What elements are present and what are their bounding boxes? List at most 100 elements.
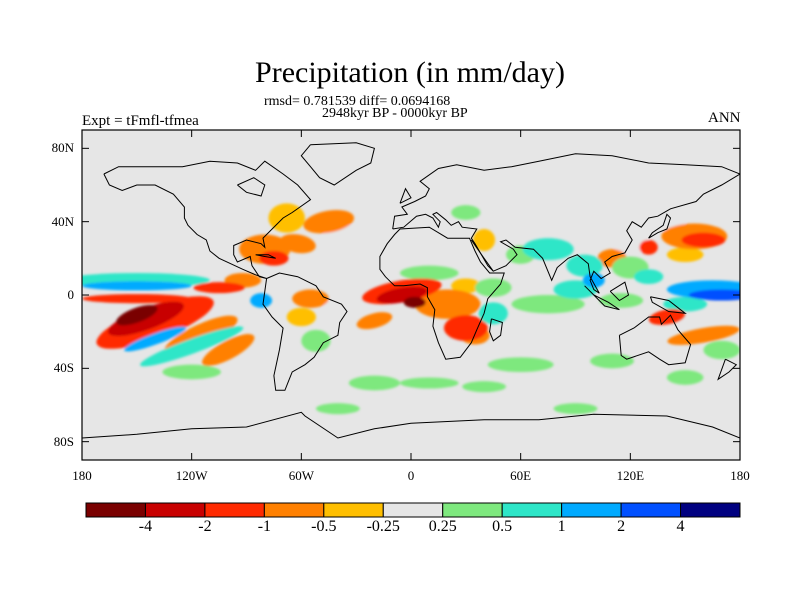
anomaly-patch — [162, 364, 221, 380]
colorbar-swatch — [323, 502, 384, 518]
anomaly-patch — [315, 403, 360, 415]
anomaly-patch — [82, 214, 119, 237]
x-tick-label: 180 — [730, 468, 750, 483]
anomaly-patch — [220, 168, 273, 184]
anomaly-patch — [140, 326, 244, 367]
anomaly-patch — [474, 278, 512, 297]
colorbar-swatch — [501, 502, 563, 518]
x-tick-label: 120E — [616, 468, 645, 483]
anomaly-patch — [202, 334, 255, 366]
anomaly-patch — [593, 168, 631, 184]
anomaly-patch — [666, 370, 704, 385]
chart-title: Precipitation (in mm/day) — [255, 56, 565, 89]
colorbar-swatch — [620, 502, 682, 518]
anomaly-patch — [82, 281, 192, 291]
anomaly-patch — [522, 238, 574, 261]
subtitle-stats: rmsd= 0.781539 diff= 0.0694168 — [264, 94, 451, 109]
colorbar-swatch — [263, 502, 325, 518]
anomaly-patch — [648, 309, 685, 325]
anomaly-patch — [356, 312, 393, 330]
subtitle-period: 2948kyr BP - 0000kyr BP — [322, 106, 468, 121]
coastline — [399, 187, 412, 204]
anomaly-patch — [566, 254, 603, 277]
anomaly-patch — [663, 296, 708, 312]
y-tick-label: 80N — [51, 140, 74, 156]
coastline — [255, 254, 276, 259]
anomaly-patch — [348, 375, 401, 391]
colorbar-label: 0.25 — [428, 518, 457, 535]
coastline — [648, 213, 672, 239]
coastline — [489, 318, 503, 342]
anomaly-patch — [443, 315, 488, 341]
colorbar-label: -0.5 — [311, 518, 337, 535]
coastline — [82, 411, 740, 439]
colorbar-label: 1 — [557, 518, 566, 535]
colorbar-swatch — [382, 502, 444, 518]
anomaly-patch — [667, 325, 740, 345]
coastline — [237, 177, 266, 197]
anomaly-patch — [553, 403, 598, 415]
anomaly-patch — [451, 205, 481, 220]
colorbar-label: 0.5 — [492, 518, 513, 535]
colorbar-label: -2 — [198, 518, 212, 535]
colorbar-label: -4 — [138, 518, 153, 535]
anomaly-patch — [124, 326, 187, 352]
anomaly-patch — [520, 212, 558, 231]
coastline — [392, 153, 740, 294]
x-tick-label: 0 — [407, 468, 415, 483]
anomaly-patch — [250, 293, 273, 308]
x-tick-label: 60E — [510, 468, 532, 483]
anomaly-patch — [478, 302, 508, 325]
anomaly-patch — [292, 289, 329, 308]
anomaly-patch — [334, 152, 379, 174]
colorbar-swatch — [561, 502, 622, 518]
coastline — [584, 285, 620, 311]
colorbar-label: 4 — [676, 518, 685, 535]
anomaly-patch — [321, 225, 373, 255]
anomaly-patch — [681, 232, 726, 248]
y-tick-label: 0 — [67, 287, 75, 302]
anomaly-patch — [286, 307, 316, 327]
x-tick-label: 120W — [175, 468, 208, 483]
x-tick-label: 180 — [72, 468, 92, 483]
anomaly-patch — [582, 273, 605, 288]
colorbar-swatch — [85, 502, 146, 518]
anomaly-patch — [599, 293, 644, 308]
coastline — [379, 226, 505, 360]
coastline — [470, 239, 494, 272]
anomaly-patch — [400, 265, 459, 281]
anomaly-patch — [323, 298, 353, 321]
experiment-label: Expt = tFmfl-tfmea — [82, 113, 199, 129]
anomaly-patch — [474, 163, 512, 178]
anomaly-patch — [82, 294, 192, 304]
anomaly-patch — [193, 282, 245, 294]
anomaly-patch — [612, 225, 649, 255]
anomaly-patch — [414, 289, 481, 319]
anomaly-patch — [633, 269, 664, 284]
coastline — [609, 281, 630, 302]
anomaly-patch — [116, 304, 158, 326]
anomaly-patch — [473, 229, 496, 251]
coastline — [717, 358, 738, 381]
colorbar-swatch — [204, 502, 265, 518]
anomaly-patch — [639, 240, 658, 255]
coastline — [262, 272, 348, 391]
anomaly-patch — [703, 340, 740, 360]
colorbar-swatch — [680, 502, 741, 518]
anomaly-patch — [666, 247, 704, 262]
anomaly-patch — [549, 318, 602, 338]
season-label: ANN — [708, 110, 741, 126]
anomaly-patch — [286, 152, 316, 163]
coastline — [103, 160, 312, 279]
colorbar-swatch — [144, 502, 206, 518]
anomaly-patch — [462, 381, 507, 393]
anomaly-patch — [301, 329, 331, 352]
y-tick-label: 40S — [53, 360, 74, 376]
colorbar-label: 2 — [617, 518, 626, 535]
anomaly-patch — [403, 296, 426, 308]
anomaly-patch — [381, 186, 404, 202]
anomaly-patch — [268, 203, 305, 233]
anomaly-patch — [303, 209, 355, 234]
colorbar-swatch — [442, 502, 503, 518]
y-tick-label: 40N — [51, 213, 74, 229]
